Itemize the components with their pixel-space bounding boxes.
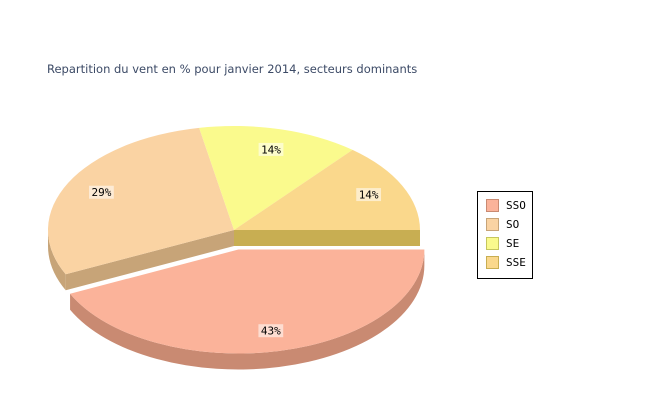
legend-swatch-se [486,237,499,250]
legend-swatch-sso [486,199,499,212]
chart-title: Repartition du vent en % pour janvier 20… [47,62,418,76]
slice-sso-top [70,249,425,354]
slice-percent-label-sse: 14% [359,189,379,202]
slice-percent-label-so: 29% [91,186,111,199]
slice-sso-rim [70,249,425,370]
slice-percent-label-sso: 43% [261,325,281,338]
legend-label-sse: SSE [506,256,526,269]
slice-so-cut-face [65,230,234,291]
slice-se-top [199,126,353,230]
slice-label-background [356,188,382,202]
legend-item-sso: SSO [486,196,526,215]
legend-swatch-so [486,218,499,231]
legend-item-so: SO [486,215,526,234]
slice-sse-cut-face [234,230,420,246]
legend-label-se: SE [506,237,520,250]
legend-swatch-sse [486,256,499,269]
slice-percent-label-se: 14% [261,143,281,156]
slice-label-background [258,142,284,156]
slice-label-background [258,324,284,338]
legend-item-se: SE [486,234,526,253]
legend: SSO SO SE SSE [477,191,533,279]
slice-label-background [89,185,114,199]
legend-label-so: SO [506,218,520,231]
legend-label-sso: SSO [506,199,526,212]
slice-so-top [48,127,234,275]
legend-item-sse: SSE [486,253,526,272]
slice-so-rim [48,230,66,291]
slice-sse-top [234,149,420,230]
